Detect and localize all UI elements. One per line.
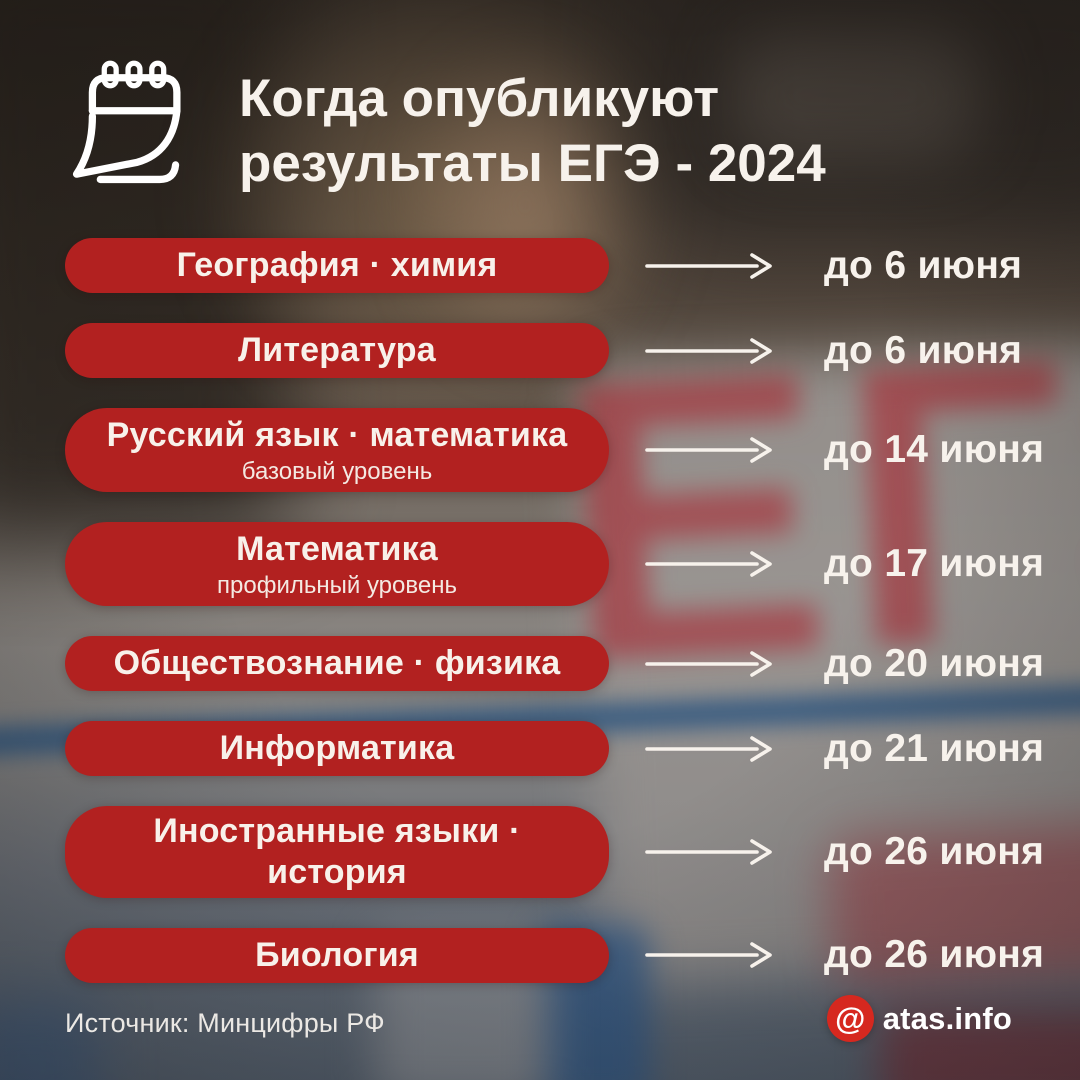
calendar-icon	[72, 60, 181, 184]
subject-label: Литература	[238, 331, 436, 370]
date-label: до 14 июня	[824, 428, 1045, 471]
schedule-row: Иностранные языки · история до 26 июня	[65, 806, 1044, 898]
brand-name: atas.info	[882, 1000, 1012, 1036]
subject-pill: География · химия	[65, 238, 609, 293]
subject-label: Обществознание · физика	[113, 644, 561, 683]
page-title-line2: результаты ЕГЭ - 2024	[239, 134, 826, 193]
schedule-list: География · химия до 6 июня Литература	[65, 238, 1044, 1013]
date-label: до 17 июня	[824, 542, 1045, 585]
schedule-row: География · химия до 6 июня	[65, 238, 1040, 293]
background-red-corner	[880, 1010, 1080, 1080]
schedule-row: Биология до 26 июня	[65, 927, 1044, 983]
page-title: Когда опубликуют результаты ЕГЭ - 2024	[239, 66, 826, 196]
date-label: до 20 июня	[824, 641, 1045, 685]
source-note: Источник: Минцифры РФ	[65, 1008, 385, 1038]
subject-note: профильный уровень	[217, 571, 457, 599]
background-light-patch	[730, 30, 980, 160]
subject-label: География · химия	[176, 246, 498, 285]
subject-label: Информатика	[219, 729, 455, 768]
background-person-face	[400, 40, 650, 370]
subject-label: Математика	[236, 529, 438, 568]
date-label: до 26 июня	[824, 829, 1045, 873]
subject-pill: Иностранные языки · история	[65, 806, 609, 898]
subject-label: Иностранные языки · история	[153, 812, 521, 891]
arrow-right-icon	[645, 337, 772, 364]
schedule-row: Литература до 6 июня	[65, 323, 1040, 378]
brand-logo: @ atas.info	[826, 995, 1012, 1042]
date-label: до 26 июня	[824, 933, 1045, 977]
schedule-row: Обществознание · физика до 20 июня	[65, 636, 1044, 691]
background-blue-corner	[0, 1000, 100, 1080]
subject-label: Биология	[255, 935, 419, 974]
subject-pill: Информатика	[65, 721, 609, 776]
arrow-right-icon	[645, 437, 772, 463]
date-label: до 21 июня	[824, 726, 1045, 770]
date-label: до 6 июня	[824, 243, 1023, 287]
subject-label: Русский язык · математика	[106, 415, 568, 454]
date-label: до 6 июня	[824, 328, 1023, 372]
subject-note: базовый уровень	[241, 457, 433, 485]
subject-pill: Литература	[65, 323, 609, 378]
subject-pill: Биология	[65, 927, 609, 983]
schedule-row: Математика профильный уровень до 17 июня	[65, 522, 1044, 606]
schedule-row: Русский язык · математика базовый уровен…	[65, 408, 1044, 492]
page-title-line1: Когда опубликуют	[239, 69, 720, 128]
arrow-right-icon	[645, 551, 772, 577]
arrow-right-icon	[645, 942, 772, 968]
arrow-right-icon	[645, 838, 772, 865]
at-sign-glyph: @	[835, 1000, 866, 1036]
subject-pill: Обществознание · физика	[65, 636, 609, 691]
schedule-row: Информатика до 21 июня	[65, 721, 1044, 776]
arrow-right-icon	[645, 735, 772, 762]
subject-pill: Математика профильный уровень	[65, 522, 609, 606]
subject-pill: Русский язык · математика базовый уровен…	[65, 408, 609, 492]
arrow-right-icon	[645, 252, 772, 279]
at-sign-icon: @	[826, 995, 874, 1042]
arrow-right-icon	[645, 650, 772, 677]
